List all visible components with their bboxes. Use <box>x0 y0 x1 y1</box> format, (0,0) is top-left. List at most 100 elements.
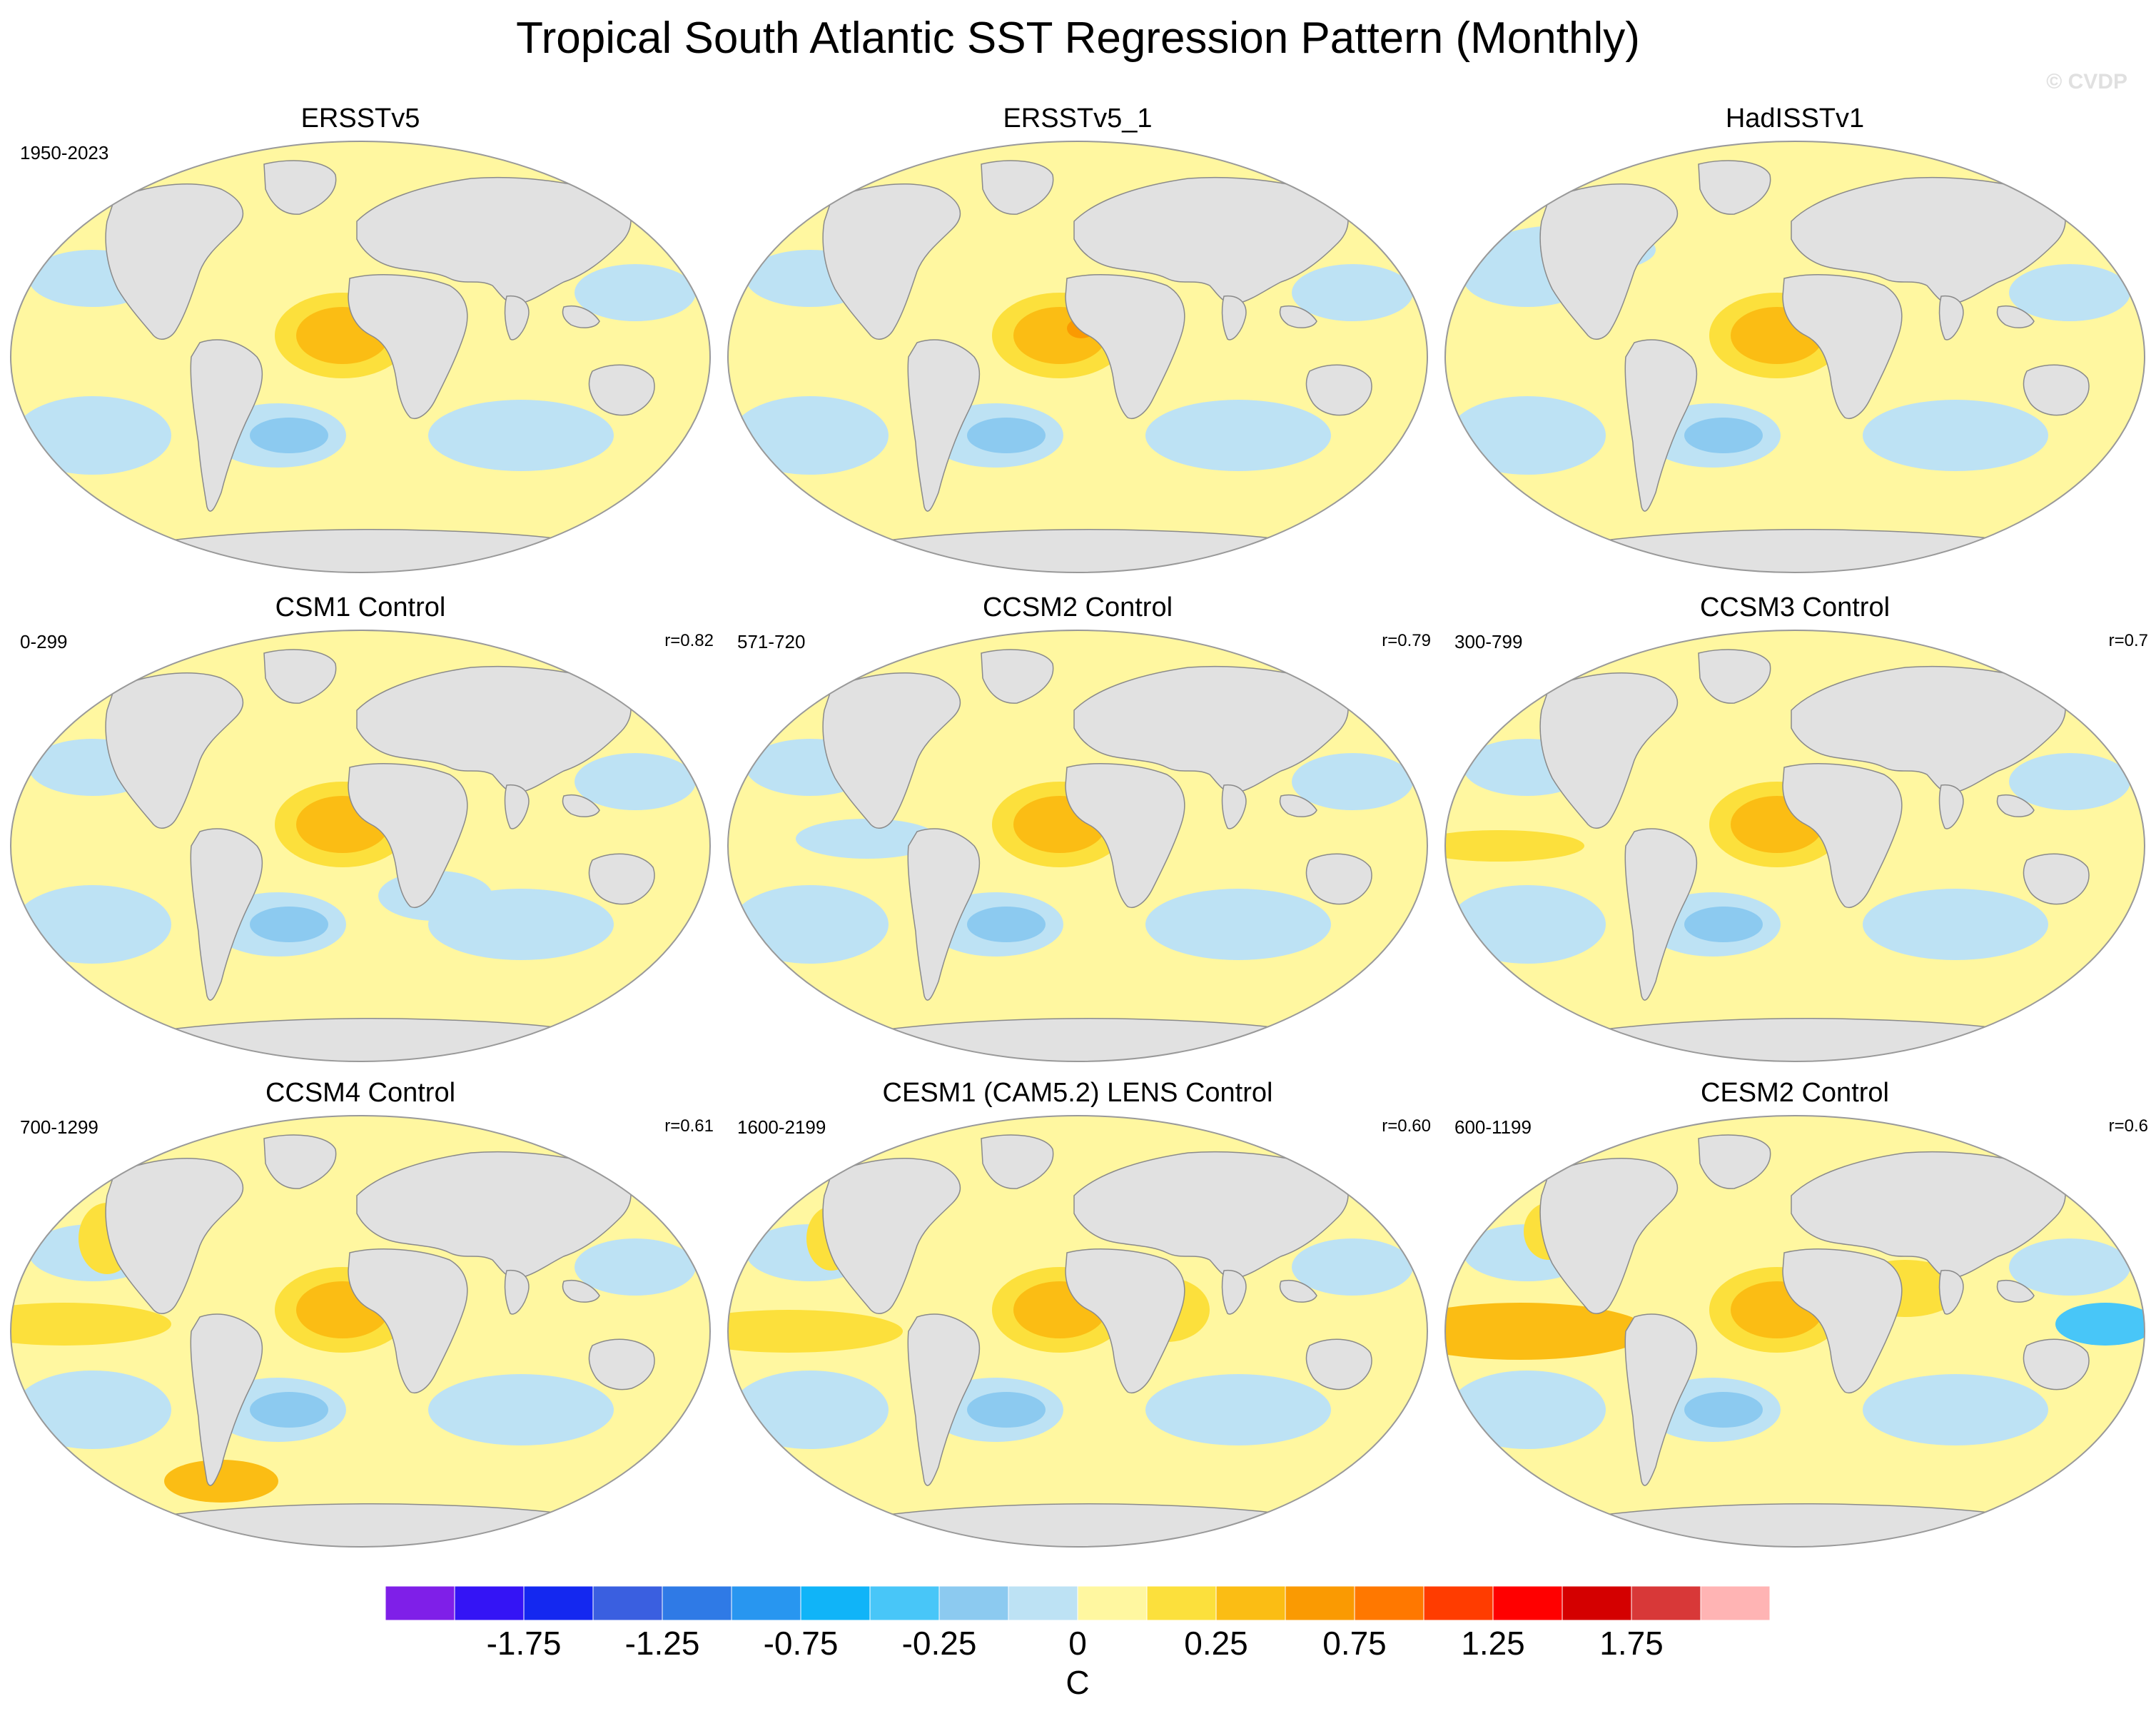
continent <box>504 784 530 829</box>
continent <box>1279 1280 1317 1303</box>
continent <box>1305 1338 1372 1391</box>
anomaly-region <box>1684 907 1763 942</box>
period-label: 600-1199 <box>1454 1116 1532 1138</box>
panel-title: ERSSTv5_1 <box>1003 104 1153 133</box>
colorbar-swatch <box>1008 1586 1078 1621</box>
anomaly-region <box>967 907 1046 942</box>
continent <box>981 1134 1054 1189</box>
colorbar-tick-label: 1.25 <box>1461 1625 1525 1662</box>
colorbar-swatch <box>731 1586 801 1621</box>
sst-map <box>1444 1115 2145 1548</box>
continent <box>1221 784 1247 829</box>
figure-title: Tropical South Atlantic SST Regression P… <box>516 14 1640 63</box>
anomaly-region <box>967 418 1046 453</box>
anomaly-region <box>728 1310 903 1353</box>
colorbar-swatch <box>938 1586 1009 1621</box>
colorbar-swatch <box>662 1586 732 1621</box>
continent <box>1791 666 2066 794</box>
continent <box>356 666 632 794</box>
sst-map <box>10 141 711 573</box>
colorbar-swatch <box>800 1586 871 1621</box>
globe-outline <box>10 1115 711 1548</box>
continent <box>1279 794 1317 817</box>
continent <box>1698 1134 1771 1189</box>
continent <box>588 853 655 905</box>
anomaly-region <box>1445 830 1584 862</box>
globe-outline <box>10 141 711 573</box>
continent <box>1073 1151 1349 1279</box>
continent <box>1073 177 1349 305</box>
continent <box>562 306 600 328</box>
anomaly-region <box>250 1392 328 1428</box>
panel-title: CCSM2 Control <box>982 592 1173 622</box>
continent <box>1996 794 2035 817</box>
continent <box>105 672 243 829</box>
continent <box>1539 1158 1678 1314</box>
land-mask <box>1539 1134 2090 1547</box>
continent <box>1938 295 1964 340</box>
colorbar-tick-label: 0.25 <box>1184 1625 1248 1662</box>
anomaly-region <box>2055 1303 2145 1346</box>
continent <box>822 183 961 340</box>
continent <box>1938 784 1964 829</box>
anomaly-region <box>1292 753 1413 810</box>
land-mask <box>1539 160 2090 572</box>
anomaly-region <box>1449 885 1606 964</box>
map-panel: CSM1 Control 0-299 r=0.82 <box>7 592 714 1078</box>
correlation-label: r=0.79 <box>1382 631 1431 650</box>
map-panel: HadISSTv1 <box>1442 104 2148 589</box>
continent <box>907 828 981 1001</box>
colorbar-swatch <box>1631 1586 1701 1621</box>
period-label: 1600-2199 <box>737 1116 826 1138</box>
colorbar-swatch <box>869 1586 940 1621</box>
continent <box>2023 1338 2090 1391</box>
map-panel: ERSSTv5_1 <box>724 104 1431 589</box>
anomaly-region <box>428 400 614 471</box>
anomaly-region <box>796 819 938 859</box>
anomaly-region <box>1145 889 1331 960</box>
continent <box>1624 1313 1698 1486</box>
anomaly-region <box>1445 1303 1649 1360</box>
correlation-label: r=0.61 <box>664 1116 714 1136</box>
panel-title: ERSSTv5 <box>300 104 420 133</box>
period-label: 300-799 <box>1454 631 1523 652</box>
correlation-label: r=0.60 <box>1382 1116 1431 1136</box>
sst-map <box>10 630 711 1062</box>
colorbar-swatch <box>523 1586 594 1621</box>
anomaly-region <box>11 1303 171 1346</box>
continent <box>356 1151 632 1279</box>
colorbar-swatch <box>1423 1586 1494 1621</box>
anomaly-region <box>2009 753 2130 810</box>
anomaly-region <box>1449 396 1606 475</box>
continent <box>1073 666 1349 794</box>
continent <box>907 1313 981 1486</box>
continent <box>105 183 243 340</box>
anomaly-region <box>1863 889 2048 960</box>
correlation-label: r=0.82 <box>664 631 714 650</box>
anomaly-region <box>2009 1238 2130 1296</box>
colorbar-swatch <box>1562 1586 1632 1621</box>
anomaly-region <box>14 1371 171 1449</box>
correlation-label: r=0.7 <box>2108 631 2148 650</box>
globe-outline <box>1444 141 2145 573</box>
continent <box>822 1158 961 1314</box>
continent <box>562 1280 600 1303</box>
continent <box>1305 364 1372 416</box>
continent <box>190 1313 263 1486</box>
sst-map <box>727 141 1428 573</box>
anomaly-region <box>1684 1392 1763 1428</box>
continent <box>504 1269 530 1315</box>
continent <box>822 672 961 829</box>
colorbar-swatch <box>1492 1586 1563 1621</box>
land-mask <box>105 1134 655 1547</box>
globe-outline <box>1444 1115 2145 1548</box>
anomaly-region <box>1292 264 1413 321</box>
colorbar-swatch <box>1077 1586 1148 1621</box>
continent <box>190 339 263 512</box>
continent <box>263 649 337 704</box>
anomaly-region <box>575 753 696 810</box>
anomaly-region <box>250 418 328 453</box>
continent <box>1698 160 1771 215</box>
continent <box>1791 1151 2066 1279</box>
continent <box>1065 763 1185 908</box>
